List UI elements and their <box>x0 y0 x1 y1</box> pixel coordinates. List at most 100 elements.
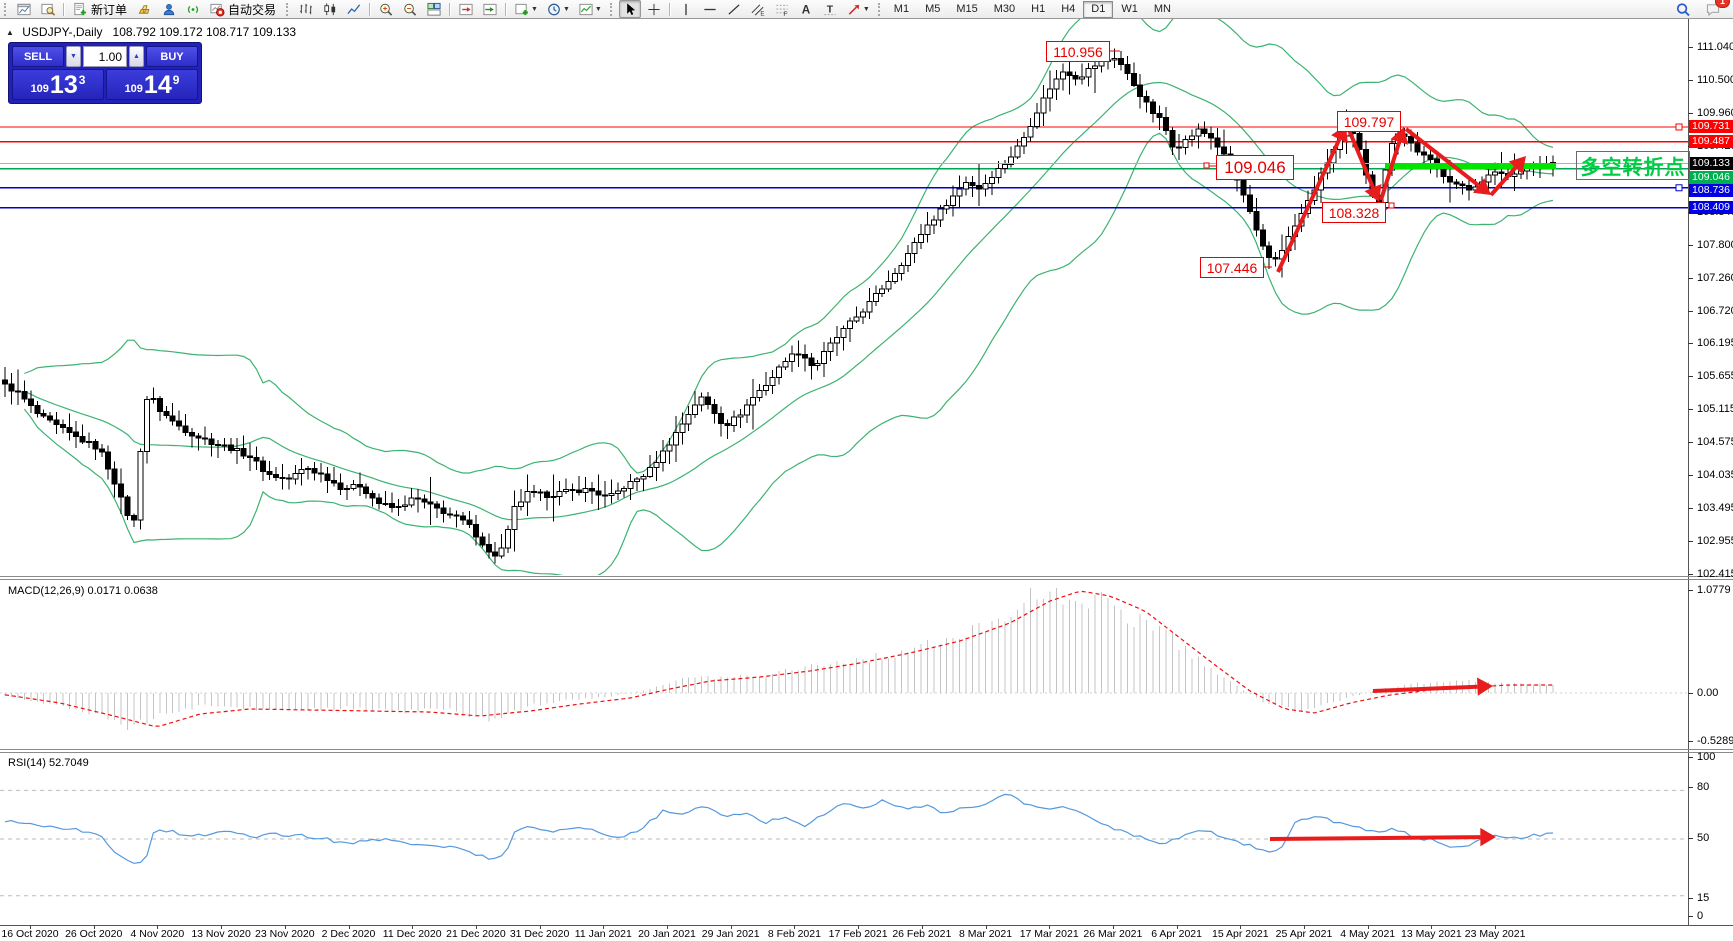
dropdown-arrow-icon[interactable]: ▼ <box>531 5 538 13</box>
zoom-in-button[interactable] <box>375 0 397 18</box>
bars-chart-icon <box>300 3 312 14</box>
svg-text:E: E <box>760 10 764 16</box>
rsi-tick <box>1688 898 1693 899</box>
rsi-indicator-pane[interactable] <box>0 753 1688 924</box>
macd-tick <box>1688 693 1693 694</box>
line-chart-button[interactable] <box>343 0 365 18</box>
notification-badge: 1 <box>1714 0 1730 8</box>
indicators-button[interactable]: ▼ <box>511 0 541 18</box>
price-annotation-label[interactable]: 109.046 <box>1216 155 1294 180</box>
timeframe-H1[interactable]: H1 <box>1031 2 1046 15</box>
date-label: 26 Feb 2021 <box>892 928 952 940</box>
search-icon <box>1676 2 1690 16</box>
price-tick-label: 104.575 <box>1697 436 1733 448</box>
timeframe-M15[interactable]: M15 <box>956 2 978 15</box>
vline-button[interactable] <box>675 0 697 18</box>
crosshair-button[interactable] <box>643 0 665 18</box>
price-annotation-label[interactable]: 107.446 <box>1200 257 1264 278</box>
gold-button[interactable] <box>134 0 156 18</box>
chat-button[interactable]: 1 <box>1702 0 1730 18</box>
search-button[interactable] <box>1672 0 1694 18</box>
dropdown-arrow-icon[interactable]: ▼ <box>862 5 870 13</box>
sell-price-pips: 13 <box>49 71 78 99</box>
sell-button[interactable]: SELL <box>12 46 64 67</box>
toolbar-grip[interactable] <box>877 2 882 16</box>
price-tick <box>1688 540 1693 542</box>
macd-indicator-pane[interactable] <box>0 580 1688 748</box>
fibo-button[interactable]: F <box>771 0 793 18</box>
label-button[interactable]: T <box>819 0 841 18</box>
ohlc-values: 108.792 109.172 108.717 109.133 <box>112 25 297 39</box>
price-marker-108.736: 108.736 <box>1689 184 1733 198</box>
tile-windows-button[interactable] <box>423 0 445 18</box>
profile-button[interactable] <box>37 0 59 18</box>
macd-tick <box>1688 741 1693 742</box>
dropdown-arrow-icon[interactable]: ▼ <box>562 5 570 13</box>
buy-button[interactable]: BUY <box>146 46 198 67</box>
price-annotation-label[interactable]: 109.797 <box>1337 111 1401 132</box>
timeframe-MN[interactable]: MN <box>1153 2 1171 15</box>
pane-separator[interactable] <box>0 576 1733 577</box>
sell-price-button[interactable]: 109 13 3 <box>12 69 104 100</box>
periods-button[interactable]: ▼ <box>543 0 573 18</box>
date-label: 16 Oct 2020 <box>1 928 59 940</box>
indicators-icon <box>515 3 528 15</box>
date-label: 23 Nov 2020 <box>255 928 315 940</box>
chart-window-button[interactable] <box>13 0 35 18</box>
date-label: 25 Apr 2021 <box>1275 928 1333 940</box>
autotrade-button[interactable]: 自动交易 <box>206 0 281 18</box>
shift-end-button[interactable] <box>455 0 477 18</box>
date-tick <box>348 925 350 929</box>
trendline-button[interactable] <box>723 0 745 18</box>
buy-price-button[interactable]: 109 14 9 <box>106 69 198 100</box>
volume-increase-button[interactable]: ▲ <box>129 46 144 67</box>
timeframe-H4[interactable]: H4 <box>1061 2 1076 15</box>
bars-chart-button[interactable] <box>295 0 317 18</box>
auto-scroll-button[interactable] <box>479 0 501 18</box>
new-order-button[interactable]: 新订单 <box>69 0 132 18</box>
toolbar-right-group: 1 <box>1671 0 1733 18</box>
collapse-panel-icon[interactable]: ▲ <box>6 28 14 37</box>
date-tick <box>985 925 987 929</box>
timeframe-M1[interactable]: M1 <box>893 2 910 15</box>
shapes-button[interactable]: ▼ <box>843 0 873 18</box>
hline-button[interactable] <box>699 0 721 18</box>
community-button[interactable] <box>158 0 180 18</box>
pane-separator[interactable] <box>0 752 1733 753</box>
channel-button[interactable]: E <box>747 0 769 18</box>
pane-separator[interactable] <box>0 749 1733 750</box>
volume-decrease-button[interactable]: ▼ <box>66 46 81 67</box>
toolbar-grip[interactable] <box>286 2 290 16</box>
price-annotation-label[interactable]: 110.956 <box>1046 41 1110 62</box>
price-tick <box>1688 244 1693 246</box>
fibo-icon: F <box>776 4 788 17</box>
candlestick-chart[interactable] <box>0 18 1688 575</box>
timeframe-M30[interactable]: M30 <box>993 2 1016 15</box>
rsi-scale-label: 80 <box>1697 781 1710 793</box>
candles-chart-button[interactable] <box>319 0 341 18</box>
date-tick <box>30 925 31 929</box>
timeframe-M5[interactable]: M5 <box>925 2 941 15</box>
timeframe-W1[interactable]: W1 <box>1121 2 1138 15</box>
zoom-out-button[interactable] <box>399 0 421 18</box>
price-tick-label: 104.035 <box>1697 469 1733 481</box>
price-tick-label: 111.040 <box>1697 41 1733 53</box>
date-label: 2 Dec 2020 <box>321 928 376 940</box>
date-label: 11 Dec 2020 <box>382 928 442 940</box>
vline-icon <box>685 3 687 15</box>
signal-button[interactable] <box>182 0 204 18</box>
turning-point-label[interactable]: 多空转折点 <box>1576 151 1690 180</box>
timeframe-D1[interactable]: D1 <box>1083 0 1114 18</box>
cursor-button[interactable] <box>618 0 641 18</box>
dropdown-arrow-icon[interactable]: ▼ <box>594 5 602 13</box>
gold-icon <box>138 4 150 14</box>
text-button[interactable]: A <box>795 0 817 18</box>
templates-button[interactable]: ▼ <box>575 0 605 18</box>
pane-separator[interactable] <box>0 579 1733 580</box>
date-label: 31 Dec 2020 <box>509 928 570 940</box>
periods-icon <box>548 3 560 15</box>
toolbar-grip[interactable] <box>609 2 614 16</box>
price-annotation-label[interactable]: 108.328 <box>1322 202 1386 223</box>
volume-input[interactable] <box>83 46 127 67</box>
toolbar-grip[interactable] <box>4 2 8 16</box>
